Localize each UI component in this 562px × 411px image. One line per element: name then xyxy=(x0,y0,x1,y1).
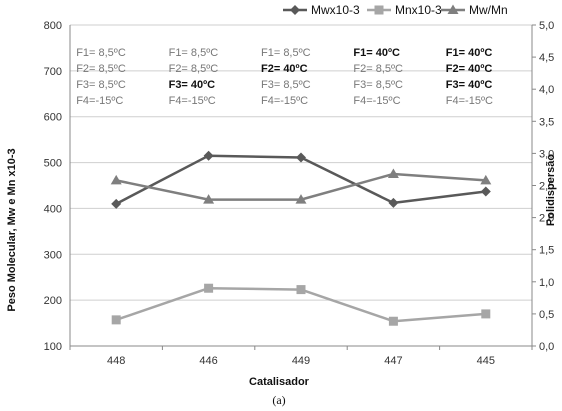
series-mw-mn xyxy=(110,168,492,204)
legend: Mwx10-3 Mnx10-3 Mw/Mn xyxy=(283,3,508,17)
y2-tick-label: 3,5 xyxy=(539,116,554,128)
annotation-text: F3= 40ºC xyxy=(446,79,493,91)
annotation-text: F2= 40ºC xyxy=(261,63,308,75)
data-point xyxy=(204,283,214,293)
axes xyxy=(69,24,536,350)
data-point xyxy=(481,309,491,319)
y2-tick-label: 4,5 xyxy=(539,52,554,64)
y-tick-label: 300 xyxy=(44,249,62,261)
y2-tick-label: 5,0 xyxy=(539,20,554,32)
data-point xyxy=(374,5,384,15)
annotation-text: F1= 8,5ºC xyxy=(76,47,126,59)
y2-tick-label: 0,0 xyxy=(539,341,554,353)
legend-label: Mnx10-3 xyxy=(395,3,442,17)
annotation-text: F3= 8,5ºC xyxy=(353,79,403,91)
legend-item: Mwx10-3 xyxy=(283,3,360,17)
x-axis-title: Catalisador xyxy=(249,376,310,388)
y2-axis-title: Polidispersão xyxy=(545,154,557,226)
data-point xyxy=(388,316,398,326)
figure-caption: (a) xyxy=(272,393,285,407)
series-mwx10-3 xyxy=(111,150,491,209)
y-axis-title: Peso Molecular, Mw e Mn x10-3 xyxy=(6,148,18,311)
legend-label: Mwx10-3 xyxy=(311,3,360,17)
data-point xyxy=(295,194,307,204)
annotation-text: F1= 8,5ºC xyxy=(261,47,311,59)
data-point xyxy=(388,197,399,208)
y2-tick-label: 0,5 xyxy=(539,309,554,321)
data-point xyxy=(203,150,214,161)
x-tick-label: 447 xyxy=(384,355,402,367)
y-tick-label: 700 xyxy=(44,66,62,78)
annotation-text: F1= 40ºC xyxy=(353,47,400,59)
x-tick-label: 445 xyxy=(477,355,495,367)
annotation-text: F2= 8,5ºC xyxy=(353,63,403,75)
data-point xyxy=(480,174,492,185)
annotation-text: F3= 40ºC xyxy=(169,79,216,91)
annotation-text: F3= 8,5ºC xyxy=(76,79,126,91)
annotation-text: F2= 40ºC xyxy=(446,63,493,75)
y-tick-label: 600 xyxy=(44,112,62,124)
data-point xyxy=(480,186,491,197)
y2-tick-label: 1,5 xyxy=(539,245,554,257)
annotation-text: F3= 8,5ºC xyxy=(261,79,311,91)
y2-tick-label: 3,0 xyxy=(539,148,554,160)
y2-tick-label: 2,5 xyxy=(539,181,554,193)
data-point xyxy=(296,152,306,163)
y2-axis-ticks: 0,0 0,5 1,0 1,5 2,0 2,5 3,0 3,5 4,0 4,5 5,0 xyxy=(539,20,554,353)
y-tick-label: 100 xyxy=(44,341,62,353)
y-tick-label: 200 xyxy=(44,295,62,307)
annotation-text: F4=-15ºC xyxy=(446,95,493,107)
data-point xyxy=(296,285,306,295)
annotation-text: F4=-15ºC xyxy=(261,95,308,107)
y2-tick-label: 2,0 xyxy=(539,213,554,225)
x-tick-label: 449 xyxy=(292,355,310,367)
annotation-text: F1= 40ºC xyxy=(446,47,493,59)
data-point xyxy=(203,194,215,204)
y-tick-label: 500 xyxy=(44,158,62,170)
annotation-text: F4=-15ºC xyxy=(353,95,400,107)
x-axis-ticks: 448 446 449 447 445 xyxy=(107,355,495,367)
series-mnx10-3 xyxy=(111,283,491,326)
y-tick-label: 400 xyxy=(44,203,62,215)
x-tick-label: 448 xyxy=(107,355,125,367)
y-tick-label: 800 xyxy=(44,20,62,32)
y-axis-ticks: 100 200 300 400 500 600 700 800 xyxy=(44,20,62,353)
annotations: F1= 8,5ºC F2= 8,5ºC F3= 8,5ºC F4=-15ºC F1= 8… xyxy=(76,47,493,107)
y2-tick-label: 4,0 xyxy=(539,84,554,96)
data-point xyxy=(111,198,122,209)
data-point xyxy=(447,4,459,14)
legend-item: Mnx10-3 xyxy=(367,3,442,17)
annotation-text: F4=-15ºC xyxy=(76,95,123,107)
data-point xyxy=(387,168,399,178)
annotation-text: F1= 8,5ºC xyxy=(169,47,219,59)
annotation-text: F2= 8,5ºC xyxy=(76,63,126,75)
y2-tick-label: 1,0 xyxy=(539,277,554,289)
data-point xyxy=(110,174,122,185)
legend-item: Mw/Mn xyxy=(441,3,508,17)
data-point xyxy=(290,5,300,15)
gridlines xyxy=(70,24,532,347)
x-tick-label: 446 xyxy=(199,355,217,367)
data-point xyxy=(111,315,121,325)
annotation-text: F4=-15ºC xyxy=(169,95,216,107)
annotation-text: F2= 8,5ºC xyxy=(169,63,219,75)
legend-label: Mw/Mn xyxy=(469,3,508,17)
series xyxy=(110,150,492,326)
